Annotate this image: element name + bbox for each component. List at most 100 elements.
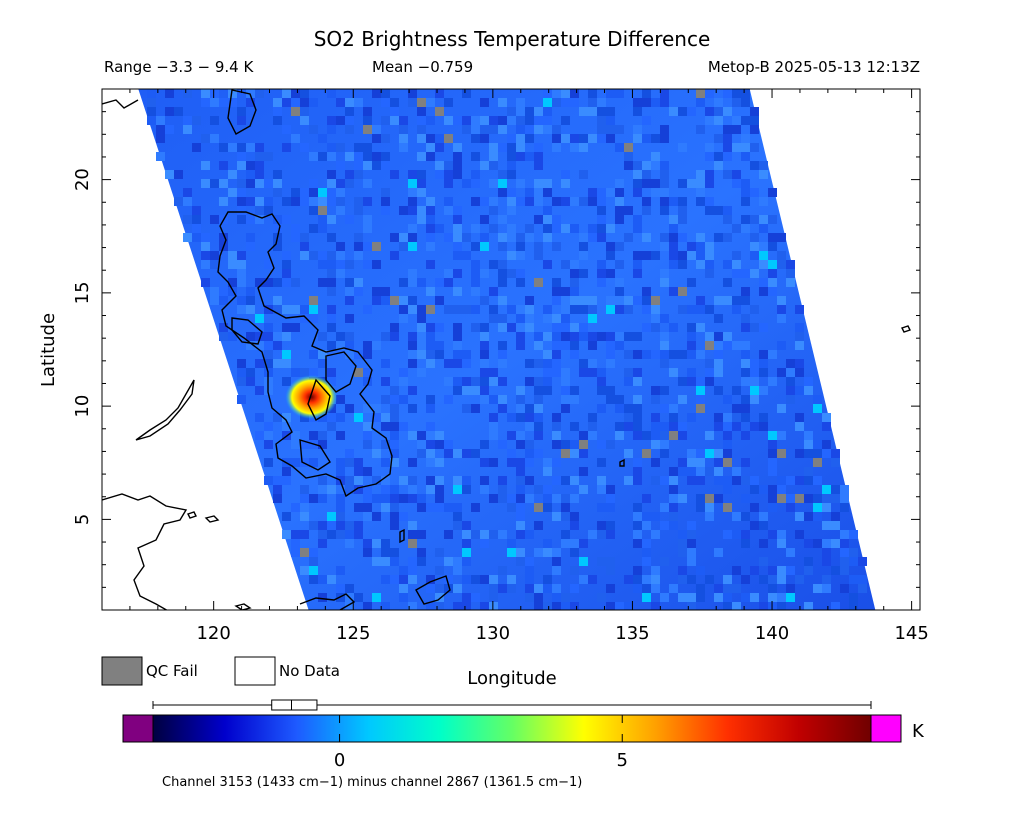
swath-pixel	[714, 161, 723, 170]
swath-pixel	[606, 359, 615, 368]
swath-pixel	[147, 98, 156, 107]
swath-pixel	[525, 575, 534, 584]
swath-pixel	[651, 314, 660, 323]
swath-pixel	[660, 206, 669, 215]
swath-pixel	[336, 530, 345, 539]
swath-pixel	[399, 584, 408, 593]
swath-pixel	[372, 125, 381, 134]
swath-pixel	[417, 332, 426, 341]
swath-pixel	[372, 134, 381, 143]
swath-pixel	[543, 539, 552, 548]
swath-pixel	[300, 314, 309, 323]
swath-pixel	[345, 152, 354, 161]
swath-pixel	[228, 89, 237, 98]
swath-pixel	[300, 503, 309, 512]
swath-pixel	[642, 305, 651, 314]
swath-pixel	[597, 233, 606, 242]
swath-pixel	[498, 584, 507, 593]
swath-pixel	[597, 386, 606, 395]
swath-pixel	[624, 449, 633, 458]
swath-pixel	[678, 566, 687, 575]
qc-fail-label: QC Fail	[146, 662, 198, 680]
swath-pixel	[291, 503, 300, 512]
swath-pixel	[660, 134, 669, 143]
swath-pixel	[669, 368, 678, 377]
swath-pixel	[705, 197, 714, 206]
swath-pixel	[696, 386, 705, 395]
swath-pixel	[237, 260, 246, 269]
swath-pixel	[714, 233, 723, 242]
swath-pixel	[570, 422, 579, 431]
swath-pixel	[291, 530, 300, 539]
swath-pixel	[201, 179, 210, 188]
swath-pixel	[615, 341, 624, 350]
swath-pixel	[660, 431, 669, 440]
swath-pixel	[714, 458, 723, 467]
swath-pixel	[606, 602, 615, 610]
swath-pixel	[525, 449, 534, 458]
swath-pixel	[309, 197, 318, 206]
swath-pixel	[381, 332, 390, 341]
swath-pixel	[237, 368, 246, 377]
swath-pixel	[687, 602, 696, 610]
swath-pixel	[390, 575, 399, 584]
swath-pixel	[480, 485, 489, 494]
swath-pixel	[660, 242, 669, 251]
swath-pixel	[696, 494, 705, 503]
swath-pixel	[273, 188, 282, 197]
swath-pixel	[831, 485, 840, 494]
range-label: Range −3.3 − 9.4 K	[104, 58, 254, 76]
swath-pixel	[327, 305, 336, 314]
swath-pixel	[336, 503, 345, 512]
swath-pixel	[453, 557, 462, 566]
swath-pixel	[246, 233, 255, 242]
swath-pixel	[768, 377, 777, 386]
swath-pixel	[561, 440, 570, 449]
swath-pixel	[363, 503, 372, 512]
swath-pixel	[444, 170, 453, 179]
swath-pixel	[426, 404, 435, 413]
swath-pixel	[291, 458, 300, 467]
swath-pixel	[633, 332, 642, 341]
swath-pixel	[822, 584, 831, 593]
swath-pixel	[480, 386, 489, 395]
swath-pixel	[615, 422, 624, 431]
swath-pixel	[156, 134, 165, 143]
swath-pixel	[210, 89, 219, 98]
swath-pixel	[615, 395, 624, 404]
swath-pixel	[750, 161, 759, 170]
swath-pixel	[786, 395, 795, 404]
swath-pixel	[336, 179, 345, 188]
swath-pixel	[795, 359, 804, 368]
swath-pixel	[570, 143, 579, 152]
swath-pixel	[480, 233, 489, 242]
swath-pixel	[804, 602, 813, 610]
swath-pixel	[597, 98, 606, 107]
swath-pixel	[723, 449, 732, 458]
swath-pixel	[327, 143, 336, 152]
swath-pixel	[624, 377, 633, 386]
swath-pixel	[210, 179, 219, 188]
swath-pixel	[246, 170, 255, 179]
swath-pixel	[435, 350, 444, 359]
swath-pixel	[633, 431, 642, 440]
swath-pixel	[327, 287, 336, 296]
swath-pixel	[696, 233, 705, 242]
swath-pixel	[831, 458, 840, 467]
swath-pixel	[777, 305, 786, 314]
swath-pixel	[651, 386, 660, 395]
swath-pixel	[453, 170, 462, 179]
swath-pixel	[408, 458, 417, 467]
swath-pixel	[381, 89, 390, 98]
swath-pixel	[264, 197, 273, 206]
swath-pixel	[552, 548, 561, 557]
swath-pixel	[390, 332, 399, 341]
swath-pixel	[723, 206, 732, 215]
swath-pixel	[579, 323, 588, 332]
swath-pixel	[489, 413, 498, 422]
swath-pixel	[561, 287, 570, 296]
swath-pixel	[408, 269, 417, 278]
swath-pixel	[759, 215, 768, 224]
swath-pixel	[669, 197, 678, 206]
swath-pixel	[372, 341, 381, 350]
